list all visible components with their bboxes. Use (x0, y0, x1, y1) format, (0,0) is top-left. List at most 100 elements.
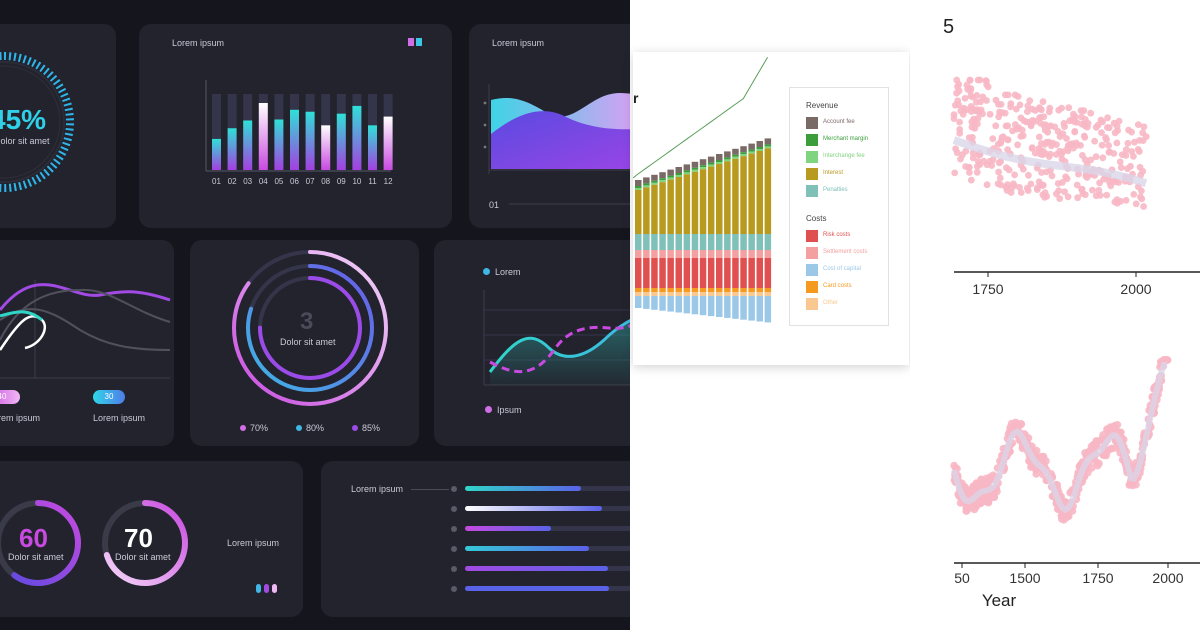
scatter-point (1014, 93, 1022, 100)
stack-seg (691, 250, 699, 258)
scatter-point (1056, 195, 1064, 203)
stack-seg (643, 187, 650, 234)
scatter-point (1051, 123, 1059, 131)
scatter-point (994, 180, 1002, 188)
stack-seg (707, 250, 715, 258)
scatter-point (1139, 137, 1147, 145)
stack-seg (732, 250, 739, 258)
scatter-point (1042, 150, 1049, 158)
scatter-point (1103, 136, 1110, 144)
donut-dot-3 (272, 584, 277, 593)
scatter-bottom-trend (951, 362, 1167, 514)
bar-card-title: Lorem ipsum (172, 38, 225, 48)
stack-seg (699, 234, 707, 250)
scatter-point (1016, 184, 1023, 191)
legend-swatch (806, 134, 818, 146)
radial-legend-dot (240, 425, 246, 431)
scatter-point (1041, 126, 1049, 134)
scatter-point (986, 110, 994, 118)
radial-legend-dot (352, 425, 358, 431)
scatter-point (1035, 133, 1043, 141)
scatter-point (1036, 114, 1044, 122)
stack-seg (707, 162, 715, 165)
scatter-point (1140, 123, 1148, 131)
stack-seg (748, 288, 755, 292)
stack-seg (643, 258, 650, 288)
radial-value: 3 (300, 308, 314, 335)
stack-seg (699, 167, 707, 170)
bar-tick-12: 12 (384, 177, 393, 186)
scatter-point (1084, 120, 1092, 127)
stack-seg (675, 296, 682, 313)
bar-10 (352, 105, 362, 170)
stack-seg (724, 159, 731, 162)
wave-chart (0, 280, 171, 379)
stack-seg (643, 292, 650, 296)
stack-seg (691, 296, 699, 315)
scatter-point (1027, 121, 1035, 129)
bar-tick-10: 10 (352, 177, 361, 186)
scatter-point (1116, 158, 1124, 166)
donut-label-1: Dolor sit amet (8, 552, 64, 562)
scatter-point (1100, 175, 1108, 183)
scatter-point (983, 77, 990, 85)
scatter-point (997, 158, 1004, 165)
scatter-point (1111, 444, 1120, 452)
bar-tick-07: 07 (306, 177, 315, 186)
scatter-point (962, 163, 969, 170)
stack-seg (683, 292, 691, 296)
scatter-point (1092, 437, 1101, 446)
scatter-point (997, 101, 1005, 108)
bar-chart-card: Lorem ipsum 01 02 03 04 05 06 07 08 09 10 11 12 (139, 24, 452, 228)
stacked-chart-panel: r Revenue Account fee Merchant margin Inte… (633, 52, 909, 365)
bar-tick-04: 04 (259, 177, 268, 186)
scatter-point (1098, 141, 1106, 149)
scatter-top-tick-label: 2000 (1120, 281, 1151, 297)
scatter-point (983, 181, 991, 189)
dark-dashboard: 45% Dolor sit amet Lorem ipsum (0, 0, 630, 630)
stack-seg (659, 182, 666, 234)
legend-swatch (806, 230, 818, 242)
scatter-point (983, 97, 990, 104)
stack-seg (651, 182, 658, 185)
scatter-point (1011, 182, 1018, 190)
scatter-point (1127, 479, 1135, 488)
stack-seg (683, 164, 691, 171)
scatter-point (1003, 164, 1010, 172)
scatter-point (1053, 190, 1060, 198)
stack-seg (707, 164, 715, 167)
stack-seg (683, 234, 691, 250)
stack-seg (691, 288, 699, 292)
progress-dot (451, 486, 457, 492)
stack-seg (740, 250, 747, 258)
stack-seg (716, 292, 723, 296)
gauge-label: Dolor sit amet (0, 136, 50, 146)
stack-seg (707, 296, 715, 317)
progress-list (451, 485, 630, 605)
stack-seg (667, 258, 674, 288)
scatter-point (1004, 91, 1012, 99)
donut-label-2: Dolor sit amet (115, 552, 171, 562)
scatter-point (1092, 153, 1100, 161)
legend-text: Card costs (823, 283, 852, 289)
progress-row (451, 525, 630, 533)
scatter-point (1045, 108, 1053, 116)
stack-seg (732, 148, 739, 155)
stack-seg (683, 172, 691, 175)
stack-seg (716, 160, 723, 162)
stack-seg (756, 141, 763, 147)
bar-tick-01: 01 (212, 177, 221, 186)
bar-01 (212, 138, 221, 170)
scatter-point (963, 81, 971, 89)
scatter-point (1032, 446, 1041, 455)
scatter-top-chart: 1750 2000 (950, 76, 1200, 297)
scatter-point (1099, 118, 1106, 126)
stack-seg (707, 234, 715, 250)
progress-card: Lorem ipsum (321, 461, 630, 617)
scatter-point (1087, 109, 1095, 117)
stack-seg (740, 156, 747, 234)
stack-seg (740, 288, 747, 292)
radial-legend: 70% 80% 85% (240, 423, 410, 435)
radial-label: Dolor sit amet (280, 337, 336, 347)
stack-seg (707, 292, 715, 296)
